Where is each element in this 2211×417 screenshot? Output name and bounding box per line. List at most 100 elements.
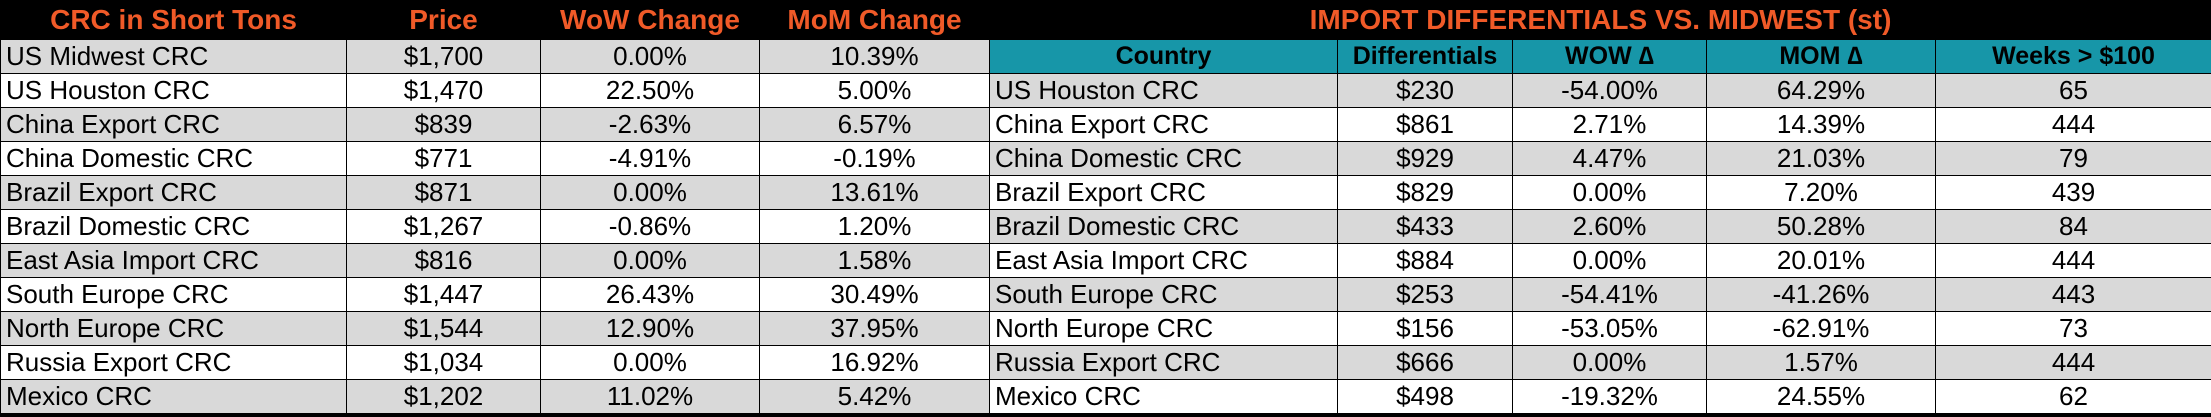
table-row: South Europe CRC $1,447 26.43% 30.49% bbox=[0, 277, 990, 312]
import-differentials-title-row: IMPORT DIFFERENTIALS VS. MIDWEST (st) bbox=[988, 0, 2211, 40]
weeks-over-100-cell: 84 bbox=[1934, 209, 2211, 244]
mom-change-cell: 13.61% bbox=[759, 175, 990, 210]
differential-cell: $253 bbox=[1337, 277, 1513, 312]
mom-change-cell: 5.00% bbox=[759, 73, 990, 108]
wow-delta-cell: 0.00% bbox=[1512, 243, 1707, 278]
header-wow-change: WoW Change bbox=[540, 0, 760, 40]
import-differentials-title: IMPORT DIFFERENTIALS VS. MIDWEST (st) bbox=[988, 0, 2211, 40]
table-row: Brazil Domestic CRC $1,267 -0.86% 1.20% bbox=[0, 209, 990, 244]
mom-delta-cell: 1.57% bbox=[1706, 345, 1936, 380]
wow-change-cell: 22.50% bbox=[540, 73, 760, 108]
table-row: Brazil Domestic CRC $433 2.60% 50.28% 84 bbox=[989, 209, 2211, 244]
table-row: US Houston CRC $230 -54.00% 64.29% 65 bbox=[989, 73, 2211, 108]
wow-delta-cell: -54.41% bbox=[1512, 277, 1707, 312]
weeks-over-100-cell: 444 bbox=[1934, 345, 2211, 380]
differential-cell: $829 bbox=[1337, 175, 1513, 210]
mom-delta-cell: -41.26% bbox=[1706, 277, 1936, 312]
header-mom-delta: MOM ∆ bbox=[1706, 39, 1936, 74]
table-row: China Domestic CRC $771 -4.91% -0.19% bbox=[0, 141, 990, 176]
product-name-cell: Brazil Export CRC bbox=[0, 175, 347, 210]
wow-delta-cell: 2.71% bbox=[1512, 107, 1707, 142]
header-weeks-over-100: Weeks > $100 bbox=[1934, 39, 2211, 74]
country-cell: Brazil Domestic CRC bbox=[989, 209, 1338, 244]
wow-delta-cell: 4.47% bbox=[1512, 141, 1707, 176]
price-cell: $839 bbox=[346, 107, 541, 142]
mom-change-cell: 1.20% bbox=[759, 209, 990, 244]
differential-cell: $433 bbox=[1337, 209, 1513, 244]
header-crc-short-tons: CRC in Short Tons bbox=[0, 0, 347, 40]
weeks-over-100-cell: 65 bbox=[1934, 73, 2211, 108]
price-cell: $871 bbox=[346, 175, 541, 210]
weeks-over-100-cell: 79 bbox=[1934, 141, 2211, 176]
country-cell: Russia Export CRC bbox=[989, 345, 1338, 380]
mom-delta-cell: 50.28% bbox=[1706, 209, 1936, 244]
wow-change-cell: 0.00% bbox=[540, 175, 760, 210]
country-cell: East Asia Import CRC bbox=[989, 243, 1338, 278]
differential-cell: $156 bbox=[1337, 311, 1513, 346]
product-name-cell: China Domestic CRC bbox=[0, 141, 347, 176]
table-row: Brazil Export CRC $829 0.00% 7.20% 439 bbox=[989, 175, 2211, 210]
weeks-over-100-cell: 444 bbox=[1934, 243, 2211, 278]
weeks-over-100-cell: 73 bbox=[1934, 311, 2211, 346]
wow-change-cell: -0.86% bbox=[540, 209, 760, 244]
wow-delta-cell: -53.05% bbox=[1512, 311, 1707, 346]
table-row: Russia Export CRC $666 0.00% 1.57% 444 bbox=[989, 345, 2211, 380]
mom-delta-cell: -62.91% bbox=[1706, 311, 1936, 346]
mom-change-cell: 10.39% bbox=[759, 39, 990, 74]
wow-change-cell: -2.63% bbox=[540, 107, 760, 142]
price-cell: $771 bbox=[346, 141, 541, 176]
price-cell: $816 bbox=[346, 243, 541, 278]
header-differentials: Differentials bbox=[1337, 39, 1513, 74]
weeks-over-100-cell: 443 bbox=[1934, 277, 2211, 312]
product-name-cell: Brazil Domestic CRC bbox=[0, 209, 347, 244]
country-cell: North Europe CRC bbox=[989, 311, 1338, 346]
differential-cell: $929 bbox=[1337, 141, 1513, 176]
header-country: Country bbox=[989, 39, 1338, 74]
price-cell: $1,447 bbox=[346, 277, 541, 312]
wow-change-cell: 0.00% bbox=[540, 243, 760, 278]
country-cell: Mexico CRC bbox=[989, 379, 1338, 414]
differential-cell: $498 bbox=[1337, 379, 1513, 414]
country-cell: US Houston CRC bbox=[989, 73, 1338, 108]
mom-delta-cell: 64.29% bbox=[1706, 73, 1936, 108]
country-cell: Brazil Export CRC bbox=[989, 175, 1338, 210]
table-row: Mexico CRC $498 -19.32% 24.55% 62 bbox=[989, 379, 2211, 414]
wow-change-cell: 12.90% bbox=[540, 311, 760, 346]
mom-change-cell: 6.57% bbox=[759, 107, 990, 142]
header-wow-delta: WOW ∆ bbox=[1512, 39, 1707, 74]
wow-delta-cell: 0.00% bbox=[1512, 175, 1707, 210]
product-name-cell: South Europe CRC bbox=[0, 277, 347, 312]
mom-change-cell: 1.58% bbox=[759, 243, 990, 278]
product-name-cell: US Midwest CRC bbox=[0, 39, 347, 74]
product-name-cell: Russia Export CRC bbox=[0, 345, 347, 380]
wow-delta-cell: -19.32% bbox=[1512, 379, 1707, 414]
table-row: China Export CRC $839 -2.63% 6.57% bbox=[0, 107, 990, 142]
country-cell: South Europe CRC bbox=[989, 277, 1338, 312]
mom-change-cell: 37.95% bbox=[759, 311, 990, 346]
price-cell: $1,267 bbox=[346, 209, 541, 244]
differential-cell: $230 bbox=[1337, 73, 1513, 108]
price-cell: $1,470 bbox=[346, 73, 541, 108]
differential-cell: $884 bbox=[1337, 243, 1513, 278]
table-row: US Houston CRC $1,470 22.50% 5.00% bbox=[0, 73, 990, 108]
wow-change-cell: 0.00% bbox=[540, 345, 760, 380]
table-row: South Europe CRC $253 -54.41% -41.26% 443 bbox=[989, 277, 2211, 312]
differential-cell: $861 bbox=[1337, 107, 1513, 142]
wow-change-cell: 26.43% bbox=[540, 277, 760, 312]
header-mom-change: MoM Change bbox=[759, 0, 990, 40]
wow-delta-cell: -54.00% bbox=[1512, 73, 1707, 108]
mom-change-cell: 16.92% bbox=[759, 345, 990, 380]
price-cell: $1,700 bbox=[346, 39, 541, 74]
table-row: China Domestic CRC $929 4.47% 21.03% 79 bbox=[989, 141, 2211, 176]
import-differentials-table: IMPORT DIFFERENTIALS VS. MIDWEST (st) Co… bbox=[988, 0, 2211, 414]
weeks-over-100-cell: 439 bbox=[1934, 175, 2211, 210]
wow-delta-cell: 0.00% bbox=[1512, 345, 1707, 380]
weeks-over-100-cell: 444 bbox=[1934, 107, 2211, 142]
country-cell: China Domestic CRC bbox=[989, 141, 1338, 176]
mom-delta-cell: 24.55% bbox=[1706, 379, 1936, 414]
table-row: East Asia Import CRC $884 0.00% 20.01% 444 bbox=[989, 243, 2211, 278]
mom-change-cell: -0.19% bbox=[759, 141, 990, 176]
product-name-cell: Mexico CRC bbox=[0, 379, 347, 414]
mom-delta-cell: 7.20% bbox=[1706, 175, 1936, 210]
